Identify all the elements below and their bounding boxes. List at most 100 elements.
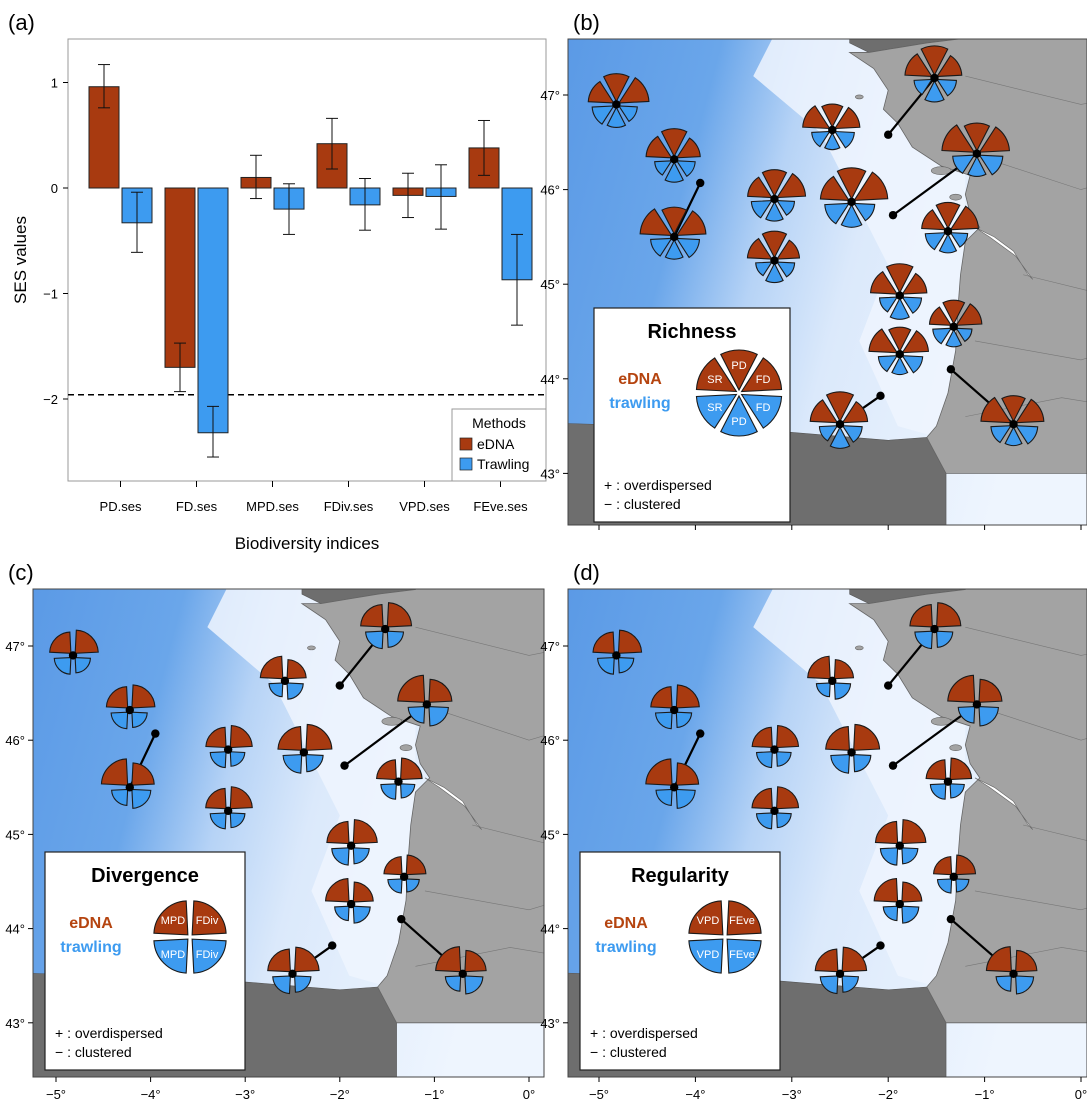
edna-wedge [617, 77, 650, 104]
trawling-wedge [74, 656, 92, 674]
station-glyph [277, 723, 333, 774]
station-anchor [876, 391, 885, 401]
station-point [972, 700, 982, 709]
edna-wedge [901, 330, 929, 354]
edna-wedge [131, 684, 156, 709]
lat-tick-label: 45° [540, 827, 560, 842]
x-axis-label: Biodiversity indices [235, 534, 380, 553]
station-glyph [980, 395, 1045, 447]
edna-wedge [868, 328, 899, 354]
edna-wedge [105, 686, 129, 709]
legend-wedge-label: FD [756, 402, 771, 414]
lat-tick-label: 43° [540, 466, 560, 481]
trawling-wedge [978, 154, 1004, 176]
lon-tick-label: 0° [523, 1087, 535, 1102]
lat-tick-label: 44° [540, 922, 560, 937]
region-boundary [443, 711, 544, 741]
edna-wedge [1001, 395, 1026, 423]
station-glyph [869, 263, 928, 320]
station-point [346, 899, 356, 909]
trawling-wedge [936, 878, 953, 894]
trawling-wedge [853, 753, 872, 773]
island [949, 193, 962, 201]
trawling-wedge [841, 975, 859, 993]
map-frame [567, 588, 1087, 1078]
lat-tick-label: 45° [5, 827, 25, 842]
legend-wedge-label: MPD [161, 949, 186, 961]
edna-wedge [869, 270, 899, 295]
trawling-wedge [597, 656, 615, 675]
trawling-wedge [365, 630, 384, 650]
edna-wedge [807, 655, 831, 680]
edna-wedge [933, 856, 953, 876]
legend-edna-label: eDNA [618, 371, 662, 388]
trawling-wedge [955, 327, 973, 343]
region-boundary [974, 890, 1087, 911]
trawling-wedge [755, 261, 773, 277]
edna-wedge [928, 306, 953, 326]
trawling-wedge [675, 237, 701, 259]
trawling-wedge [209, 751, 227, 769]
edna-wedge [833, 659, 855, 680]
lon-tick-label: −2° [878, 1087, 898, 1102]
trawling-wedge [755, 812, 773, 830]
legend-trawling-label: trawling [595, 939, 656, 956]
trawling-wedge [824, 131, 841, 151]
trawling-wedge [824, 202, 851, 225]
legend-wedge-label: PD [731, 360, 746, 372]
station-anchor [946, 914, 956, 924]
legend-entry-edna: eDNA [477, 436, 515, 452]
station-glyph [807, 655, 855, 700]
region-boundary [472, 824, 544, 844]
edna-wedge [326, 820, 350, 845]
edna-wedge [587, 80, 615, 104]
island [949, 744, 962, 752]
legend-trawling-wedge [740, 393, 783, 429]
trawling-wedge [945, 328, 963, 348]
station-anchor [876, 941, 885, 950]
lon-tick-label: −1° [975, 1087, 995, 1102]
station-point [68, 651, 78, 660]
station-glyph [205, 786, 253, 830]
station-glyph [819, 167, 889, 228]
edna-wedge [853, 171, 889, 202]
station-point [949, 872, 958, 881]
edna-wedge [592, 631, 615, 654]
legend-edna-wedge [688, 900, 724, 936]
region-boundary [994, 711, 1087, 741]
edna-wedge [645, 135, 673, 159]
edna-wedge [751, 726, 773, 749]
station-glyph [751, 786, 800, 830]
trawling-wedge [617, 105, 638, 123]
station-point [669, 705, 679, 715]
station-point [895, 899, 904, 909]
station-point [381, 624, 390, 634]
station-glyph [435, 946, 487, 995]
lon-tick-label: −2° [330, 1087, 350, 1102]
island [307, 645, 316, 651]
trawling-wedge [952, 154, 976, 175]
station-point [394, 777, 403, 786]
trawling-wedge [830, 753, 851, 774]
station-anchor [340, 761, 349, 770]
station-glyph [100, 758, 155, 809]
lon-tick-label: −3° [782, 1087, 802, 1102]
station-point [943, 227, 953, 236]
station-glyph [874, 819, 927, 866]
edna-wedge [131, 762, 155, 786]
edna-wedge [376, 759, 397, 781]
map-frame [32, 588, 545, 1078]
edna-wedge [675, 762, 700, 786]
edna-wedge [405, 854, 427, 876]
trawling-wedge [654, 711, 673, 730]
edna-wedge [874, 820, 899, 845]
trawling-wedge [924, 79, 945, 103]
trawling-wedge [405, 878, 420, 893]
panel-label: (b) [573, 10, 600, 35]
trawling-wedge [833, 682, 852, 700]
station-point [669, 232, 679, 242]
station-glyph [259, 655, 307, 700]
trawling-wedge [818, 425, 839, 442]
station-glyph [650, 684, 700, 730]
